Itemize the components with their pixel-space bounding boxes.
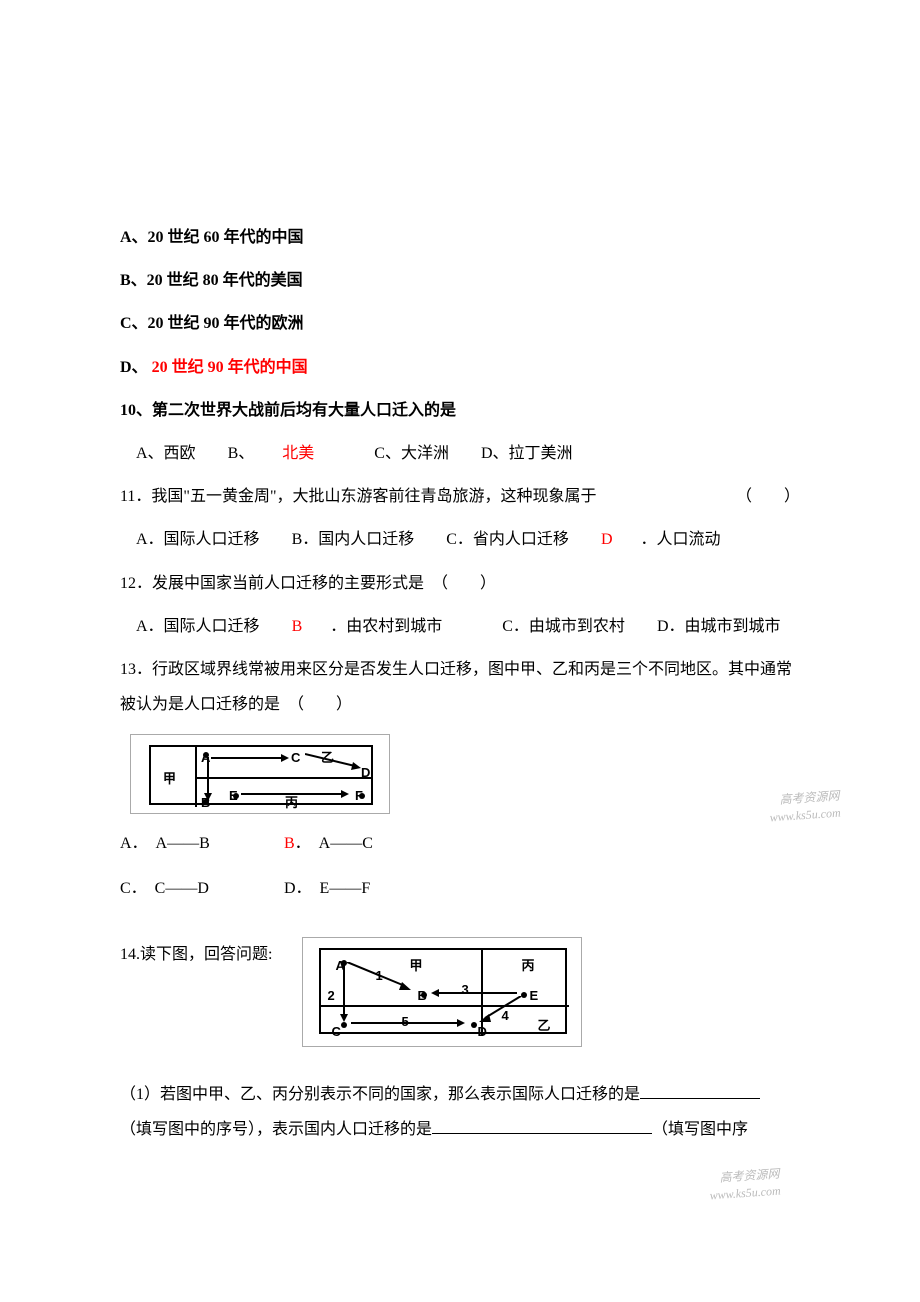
q9-option-d: D、 20 世纪 90 年代的中国 <box>120 350 800 385</box>
q11-b: B．国内人口迁移 <box>292 522 415 557</box>
q12-a: A．国际人口迁移 <box>136 609 260 644</box>
q10-title: 10、第二次世界大战前后均有大量人口迁入的是 <box>120 393 800 428</box>
q11-c: C．省内人口迁移 <box>446 522 569 557</box>
q12-d: D．由城市到城市 <box>657 609 781 644</box>
q9-d-answer: 20 世纪 90 年代的中国 <box>152 359 308 376</box>
q9-option-b: B、20 世纪 80 年代的美国 <box>120 263 800 298</box>
q14-sub1: （1）若图中甲、乙、丙分别表示不同的国家，那么表示国际人口迁移的是 <box>120 1077 800 1112</box>
q13-b: B． A——C <box>284 826 373 861</box>
q10-options: A、西欧 B、北美 C、大洋洲 D、拉丁美洲 <box>136 436 800 471</box>
q12-options: A．国际人口迁移 B．由农村到城市 C．由城市到农村 D．由城市到城市 <box>136 609 800 644</box>
q9-option-a: A、20 世纪 60 年代的中国 <box>120 220 800 255</box>
q11-options: A．国际人口迁移 B．国内人口迁移 C．省内人口迁移 D．人口流动 <box>136 522 800 557</box>
q13-options: A． A——B B． A——C C． C——D D． E——F <box>120 826 800 906</box>
q10-b: B、北美 <box>228 445 343 462</box>
q10-c: C、大洋洲 <box>374 445 449 462</box>
q11-bracket: （ ） <box>736 479 800 514</box>
q11-a: A．国际人口迁移 <box>136 522 260 557</box>
q14-diagram: A 甲 丙 1 B 3 E 2 C 5 D 4 乙 <box>302 937 582 1047</box>
q13-title: 13．行政区域界线常被用来区分是否发生人口迁移，图中甲、乙和丙是三个不同地区。其… <box>120 652 800 722</box>
q13-d: D． E——F <box>284 871 370 906</box>
q13-a: A． A——B <box>120 826 280 861</box>
q9-option-c: C、20 世纪 90 年代的欧洲 <box>120 306 800 341</box>
watermark-2: 高考资源网 www.ks5u.com <box>708 1166 781 1204</box>
q12-b: B．由农村到城市 <box>292 609 471 644</box>
q14-title: 14.读下图，回答问题: <box>120 937 272 972</box>
q10-d: D、拉丁美洲 <box>481 445 573 462</box>
q11-title: 11．我国"五一黄金周"，大批山东游客前往青岛旅游，这种现象属于 <box>120 488 596 505</box>
q11-d: D．人口流动 <box>601 522 749 557</box>
watermark-1: 高考资源网 www.ks5u.com <box>768 788 841 826</box>
q13-diagram: A B 甲 C 乙 D E F 丙 <box>120 734 800 814</box>
q9-d-prefix: D、 <box>120 359 152 376</box>
q14-sub1-cont: （填写图中的序号），表示国内人口迁移的是（填写图中序 <box>120 1112 800 1147</box>
q13-c: C． C——D <box>120 871 280 906</box>
q12-title: 12．发展中国家当前人口迁移的主要形式是 （ ） <box>120 566 800 601</box>
q11-title-line: 11．我国"五一黄金周"，大批山东游客前往青岛旅游，这种现象属于 （ ） <box>120 479 800 514</box>
q12-c: C．由城市到农村 <box>502 609 625 644</box>
q10-a: A、西欧 <box>136 445 196 462</box>
q14-container: 14.读下图，回答问题: A 甲 丙 1 B 3 E 2 C 5 D 4 <box>120 937 800 1047</box>
